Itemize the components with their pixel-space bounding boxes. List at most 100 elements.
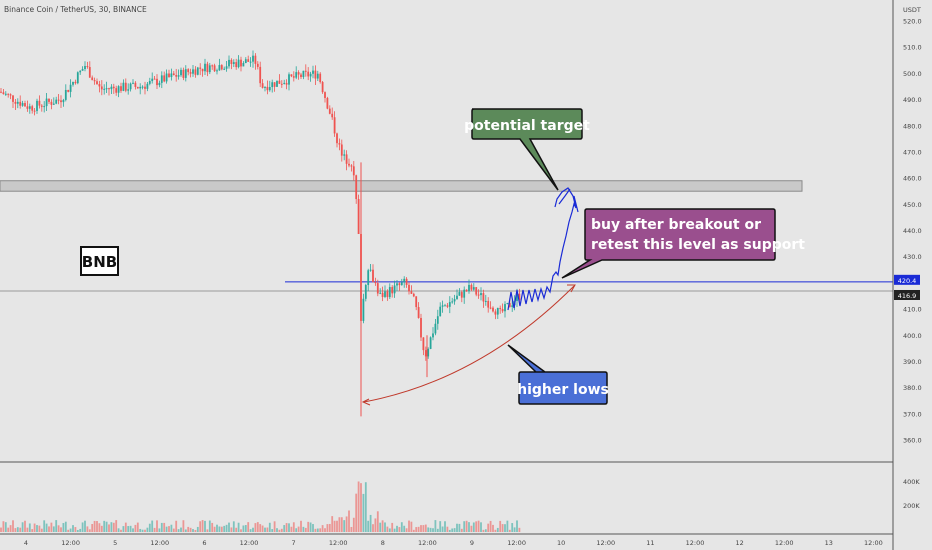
volume-bar [55, 520, 58, 532]
candle-body [21, 103, 24, 106]
volume-bar [381, 520, 384, 532]
candle-body [110, 86, 113, 90]
volume-bar [312, 524, 314, 532]
time-tick-label: 12 [735, 539, 743, 547]
candle-body [4, 93, 7, 95]
price-tick-label: 440.0 [903, 227, 922, 235]
candle-body [288, 74, 290, 85]
volume-bar [12, 520, 14, 532]
volume-bar [172, 528, 175, 532]
candle-body [374, 282, 377, 284]
candle-body [336, 133, 338, 144]
price-tick-label: 510.0 [903, 44, 922, 52]
volume-bar [328, 523, 331, 532]
candle-body [429, 337, 432, 349]
volume-bar [220, 526, 223, 532]
volume-bar [93, 520, 96, 532]
volume-bar [374, 518, 377, 532]
volume-bar [57, 525, 60, 532]
candle-body [223, 68, 226, 70]
volume-bar [326, 524, 329, 532]
volume-bar [132, 528, 134, 532]
candle-body [463, 289, 466, 298]
candle-body [444, 305, 446, 307]
candle-body [362, 298, 365, 321]
volume-bar [424, 524, 427, 532]
volume-bar [348, 510, 350, 532]
volume-bar [196, 526, 199, 532]
volume-bar [14, 528, 17, 532]
volume-bar [184, 529, 187, 532]
candle-body [124, 82, 127, 91]
volume-bar [108, 524, 110, 532]
volume-bar [379, 522, 382, 532]
time-tick-label: 12:00 [596, 539, 615, 547]
volume-bar [21, 522, 24, 532]
volume-bar [36, 525, 38, 532]
price-tick-label: 480.0 [903, 122, 922, 130]
volume-bar [156, 520, 158, 532]
candle-body [26, 106, 29, 109]
candle-body [103, 88, 106, 90]
candle-body [156, 78, 158, 86]
volume-bar [410, 521, 413, 532]
chart-title: Binance Coin / TetherUS, 30, BINANCE [4, 5, 147, 14]
candle-body [170, 73, 173, 78]
candle-body [213, 65, 216, 72]
volume-bar [170, 524, 173, 532]
volume-bar [33, 523, 36, 532]
volume-bar [412, 529, 415, 532]
volume-bar [120, 529, 122, 532]
volume-bar [88, 529, 91, 532]
callout-potential-target [471, 108, 583, 191]
candle-body [338, 143, 341, 145]
volume-bar [268, 522, 271, 532]
volume-bar [300, 520, 302, 532]
candle-body [487, 300, 490, 308]
volume-bar [398, 527, 401, 532]
price-tick-label: 470.0 [903, 148, 922, 156]
time-tick-label: 10 [557, 539, 565, 547]
time-tick-label: 12:00 [150, 539, 169, 547]
candle-body [249, 61, 252, 63]
candle-body [292, 76, 295, 78]
candle-body [12, 95, 14, 102]
price-tick-label: 390.0 [903, 358, 922, 366]
volume-bar [81, 522, 84, 532]
candle-body [187, 69, 190, 73]
candle-body [220, 65, 223, 70]
volume-bars-group [0, 481, 521, 532]
volume-bar [213, 526, 216, 532]
candle-body [427, 348, 430, 357]
volume-bar [165, 526, 168, 532]
volume-bar [19, 527, 22, 532]
candle-body [67, 89, 70, 92]
candle-body [364, 285, 367, 299]
volume-bar [357, 481, 360, 532]
candle-body [204, 63, 206, 72]
candle-body [91, 77, 94, 81]
volume-bar [4, 522, 7, 532]
time-tick-label: 9 [470, 539, 474, 547]
candle-body [184, 69, 187, 78]
volume-bar [139, 528, 142, 532]
candle-body [499, 307, 502, 310]
candle-body [194, 69, 197, 75]
time-tick-label: 12:00 [775, 539, 794, 547]
price-tick-label: 520.0 [903, 18, 922, 26]
curve-arrow-left [361, 398, 371, 406]
volume-bar [0, 527, 2, 532]
volume-bar [364, 482, 367, 532]
volume-bar [352, 517, 355, 532]
volume-bar [158, 528, 161, 532]
volume-bar [465, 520, 468, 532]
volume-bar [345, 516, 348, 532]
candle-body [410, 291, 413, 294]
volume-bar [434, 520, 437, 532]
volume-bar [422, 525, 425, 532]
volume-bar [2, 521, 5, 532]
candle-body [417, 307, 420, 318]
candle-body [175, 74, 178, 77]
candle-body [189, 72, 192, 74]
